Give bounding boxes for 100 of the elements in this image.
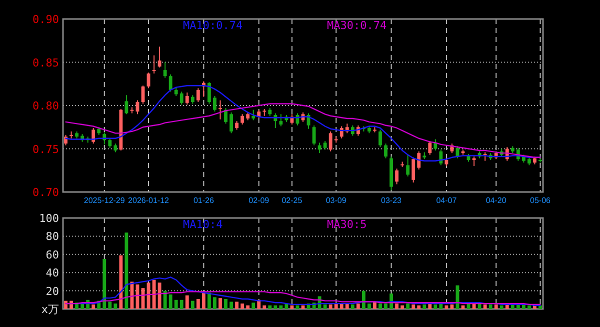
bar [163, 290, 167, 309]
bar [230, 302, 233, 309]
y-tick-label: 40 [46, 266, 59, 280]
candlestick [230, 112, 233, 134]
bar [213, 297, 216, 309]
bar [323, 304, 327, 309]
bar [190, 300, 194, 309]
candlestick [124, 94, 128, 115]
x-tick-label: 03-09 [326, 196, 347, 205]
text: MA10:0.74 [183, 19, 243, 32]
bar [367, 304, 371, 309]
bar [362, 290, 366, 309]
candlestick [439, 149, 443, 166]
bar [196, 298, 200, 309]
text: MA10:4 [183, 218, 224, 231]
bar [328, 304, 332, 309]
candlestick [252, 109, 256, 121]
bar [334, 304, 338, 309]
bar [202, 292, 206, 309]
bar [444, 305, 448, 309]
candlestick [318, 142, 322, 154]
candlestick [185, 92, 189, 106]
candlestick [224, 108, 228, 124]
candlestick [218, 100, 222, 120]
bar [412, 304, 416, 309]
bar [108, 302, 112, 309]
candlestick [92, 127, 96, 144]
bar [185, 295, 189, 309]
x-tick-label: 02-25 [282, 196, 303, 205]
bar [378, 304, 382, 309]
bar [494, 304, 498, 309]
bar [422, 304, 426, 309]
bar [478, 304, 482, 309]
bar [500, 305, 504, 309]
bar [417, 305, 421, 309]
bar [384, 304, 388, 309]
candlestick [240, 114, 244, 126]
bar [279, 305, 283, 309]
line-series [65, 291, 541, 306]
candlestick [213, 95, 216, 112]
bar [262, 305, 266, 309]
bar [434, 304, 438, 309]
candlestick [207, 82, 211, 104]
y-tick-label: 60 [46, 248, 59, 262]
bar [80, 304, 84, 309]
candlestick [434, 138, 438, 151]
bar [538, 305, 542, 309]
x-tick-label: 04-20 [486, 196, 507, 205]
bar [340, 304, 344, 309]
y-tick-label: 0.90 [32, 13, 59, 26]
y-tick-label: 80 [46, 230, 59, 244]
y-tick-label: 100 [39, 212, 59, 225]
candlestick [64, 134, 68, 146]
bar [483, 304, 487, 309]
bar [268, 305, 272, 309]
bar [406, 304, 410, 309]
candlestick [279, 114, 283, 127]
bar [235, 302, 239, 309]
x-tick-label: 05-06 [530, 196, 552, 205]
candlestick [412, 156, 416, 183]
bar [488, 304, 492, 309]
bar [345, 304, 349, 309]
bar [64, 300, 68, 309]
bar [174, 300, 178, 309]
candlestick [108, 138, 112, 148]
candlestick [196, 88, 200, 103]
bar [240, 304, 244, 309]
bar [252, 302, 256, 309]
x-tick-label: 01-26 [193, 196, 214, 205]
x-tick-label: 2025-12-29 [84, 196, 126, 205]
candlestick [395, 168, 399, 185]
x-tick-label: 04-07 [436, 196, 458, 205]
candlestick [180, 91, 184, 106]
x-tick-label: 02-09 [248, 196, 270, 205]
bar [439, 304, 443, 309]
bar [114, 304, 118, 309]
bar [350, 304, 354, 309]
text: MA30:0.74 [327, 19, 387, 32]
bar [207, 292, 211, 309]
x-tick-label: 03-23 [381, 196, 402, 205]
bar [400, 305, 404, 309]
bar [102, 258, 106, 309]
bar [180, 300, 184, 309]
y-tick-label: 0.80 [32, 100, 59, 112]
bar [274, 305, 278, 309]
y-tick-label: 0.75 [32, 142, 59, 156]
x-tick-label: 2026-01-12 [128, 196, 170, 205]
bar [124, 232, 128, 309]
candlestick [168, 74, 172, 92]
candlestick [158, 46, 162, 68]
bar [92, 304, 96, 309]
bar [218, 298, 222, 309]
candlestick [406, 154, 410, 177]
y-tick-label: x万 [41, 303, 59, 316]
bar [395, 304, 399, 309]
y-tick-label: 0.70 [32, 186, 59, 199]
bar [527, 305, 531, 309]
candlestick [163, 62, 167, 78]
candlestick [328, 130, 332, 152]
bar [246, 305, 250, 309]
